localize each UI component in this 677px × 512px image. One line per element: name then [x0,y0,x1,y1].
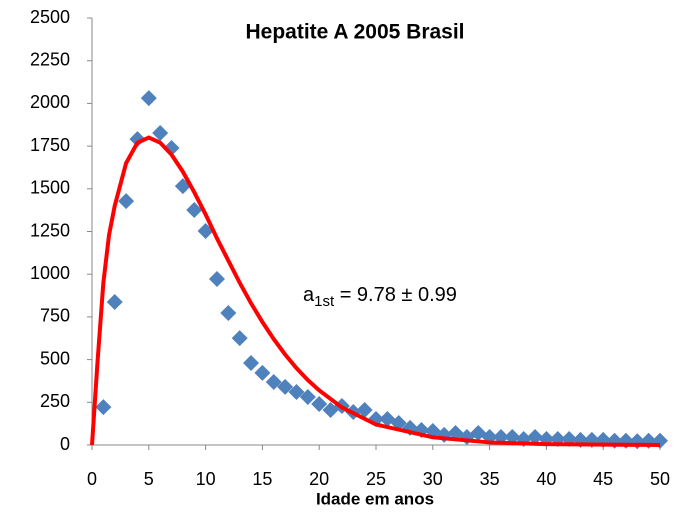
y-tick-label: 1500 [30,178,70,198]
data-point [140,90,157,107]
data-point [356,401,373,418]
y-tick-label: 1250 [30,220,70,240]
data-point [243,355,260,372]
x-tick-label: 25 [366,469,386,489]
data-point [527,428,544,445]
data-point [106,294,123,311]
data-point [231,330,248,347]
x-tick-label: 50 [650,469,670,489]
y-tick-label: 1000 [30,263,70,283]
data-point [265,373,282,390]
data-point [254,364,271,381]
x-axis-label: Idade em anos [316,489,434,508]
data-point [277,378,294,395]
data-point [311,396,328,413]
x-tick-label: 35 [480,469,500,489]
x-tick-label: 45 [593,469,613,489]
data-point [129,131,146,148]
data-point [288,384,305,401]
x-tick-label: 5 [144,469,154,489]
y-tick-label: 750 [40,306,70,326]
y-tick-label: 1750 [30,135,70,155]
x-tick-label: 30 [423,469,443,489]
y-tick-label: 500 [40,348,70,368]
data-point [220,304,237,321]
annotation-base: a [303,284,315,306]
annotation-text: = 9.78 ± 0.99 [334,284,457,306]
fit-line [90,135,661,447]
y-tick-label: 0 [60,434,70,454]
y-tick-label: 2000 [30,92,70,112]
y-tick-label: 2250 [30,49,70,69]
data-point [208,270,225,287]
data-point [504,428,521,445]
chart-title: Hepatite A 2005 Brasil [245,21,464,44]
data-point [118,193,135,210]
x-tick-label: 15 [252,469,272,489]
annotation-sub: 1st [314,293,335,310]
x-tick-label: 40 [536,469,556,489]
x-tick-label: 10 [196,469,216,489]
data-point [186,201,203,218]
x-tick-label: 0 [87,469,97,489]
y-tick-label: 2500 [30,7,70,27]
x-tick-label: 20 [309,469,329,489]
y-tick-label: 250 [40,391,70,411]
annotation: a1st = 9.78 ± 0.99 [303,284,457,310]
data-point [152,124,169,141]
data-point [95,399,112,416]
data-point [299,389,316,406]
